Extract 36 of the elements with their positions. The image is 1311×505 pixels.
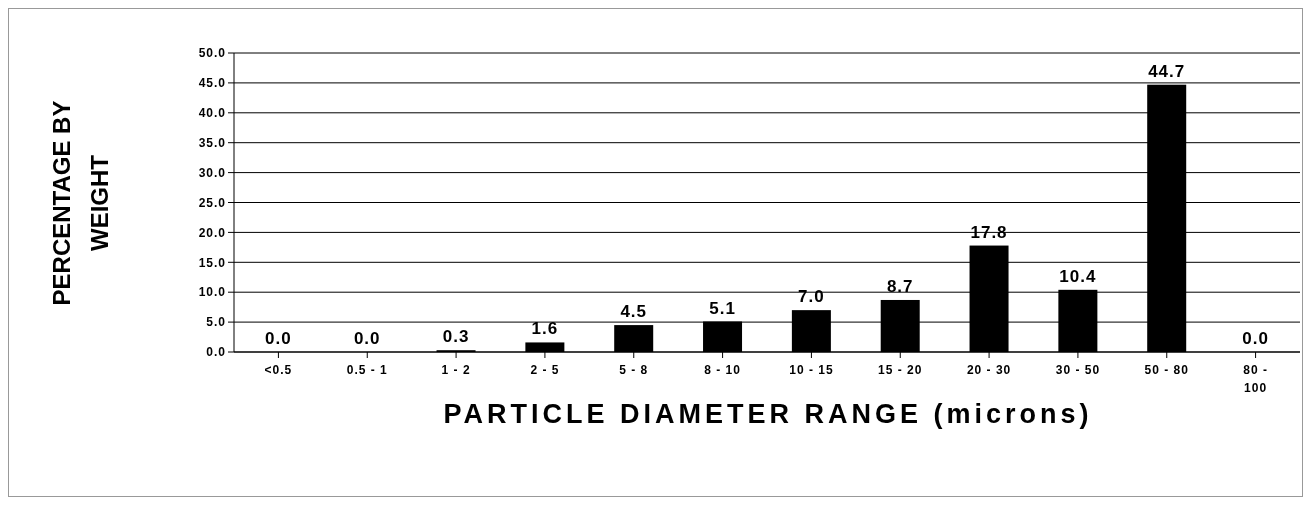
y-tick-label: 25.0	[198, 195, 226, 210]
x-tick-label: 80 - 100	[1243, 363, 1268, 395]
y-tick-label: 15.0	[198, 255, 226, 270]
x-tick-label: 30 - 50	[1055, 363, 1101, 377]
y-tick-label: 0.0	[206, 345, 226, 360]
y-tick-label: 45.0	[198, 76, 226, 91]
y-tick-label: 35.0	[198, 135, 226, 150]
x-tick-label: 1 - 2	[441, 363, 471, 377]
data-label: 4.5	[620, 302, 648, 322]
x-tick-label: 20 - 30	[966, 363, 1012, 377]
data-label: 5.1	[709, 298, 736, 318]
x-tick-label: <0.5	[264, 363, 293, 377]
y-tick-label: 10.0	[198, 285, 226, 300]
y-tick-label: 30.0	[198, 165, 226, 180]
data-label: 7.0	[798, 287, 825, 307]
x-tick-label: 8 - 10	[704, 363, 741, 377]
y-axis-title: PERCENTAGE BY WEIGHT	[48, 100, 113, 306]
data-label: 0.0	[1242, 329, 1269, 348]
data-label: 0.0	[265, 329, 292, 348]
y-tick-label: 40.0	[198, 106, 226, 121]
data-label: 44.7	[1148, 61, 1186, 81]
x-tick-label: 0.5 - 1	[346, 363, 388, 377]
x-tick-label: 2 - 5	[530, 363, 560, 377]
x-tick-label: 5 - 8	[619, 363, 649, 377]
x-tick-label: 50 - 80	[1144, 363, 1189, 377]
y-tick-label: 50.0	[198, 46, 226, 61]
data-label: 0.0	[353, 329, 381, 348]
data-label: 1.6	[531, 319, 559, 339]
x-tick-label: 10 - 15	[789, 363, 834, 377]
y-tick-label: 20.0	[198, 225, 226, 240]
x-tick-label: 15 - 20	[878, 363, 923, 377]
data-label: 10.4	[1059, 266, 1097, 286]
y-tick-label: 5.0	[206, 315, 226, 330]
data-label: 0.3	[442, 327, 470, 347]
x-axis-title: PARTICLE DIAMETER RANGE (microns)	[442, 399, 1094, 430]
data-label: 8.7	[886, 276, 914, 296]
